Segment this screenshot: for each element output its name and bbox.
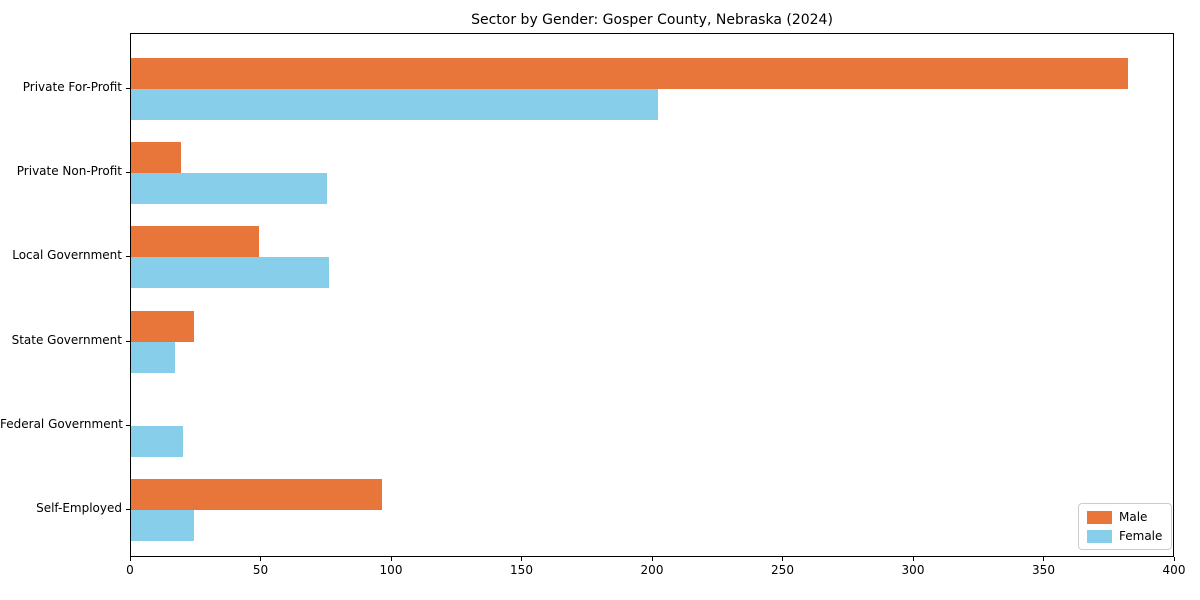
legend-item-male: Male	[1087, 510, 1163, 524]
y-tick-mark	[126, 340, 130, 342]
bar-female-private-for-profit	[131, 89, 659, 120]
x-tick-label: 50	[252, 563, 269, 577]
y-tick-mark	[126, 256, 130, 258]
y-tick-label: Private Non-Profit	[16, 164, 122, 179]
y-tick-label: Federal Government	[0, 416, 123, 431]
x-tick-label: 150	[510, 563, 533, 577]
bar-female-state-government	[131, 341, 176, 373]
legend-label-female: Female	[1119, 529, 1163, 543]
male-color-swatch	[1087, 510, 1112, 524]
chart-title: Sector by Gender: Gosper County, Nebrask…	[471, 12, 833, 28]
x-tick-mark	[260, 557, 261, 561]
x-tick-mark	[1043, 557, 1044, 561]
y-tick-mark	[126, 424, 130, 426]
bar-male-state-government	[131, 310, 194, 342]
bar-male-local-government	[131, 226, 259, 258]
x-tick-label: 100	[379, 563, 403, 577]
x-tick-label: 350	[1032, 563, 1055, 577]
x-tick-mark	[651, 557, 653, 561]
legend-label-male: Male	[1119, 510, 1148, 524]
y-tick-mark	[126, 172, 130, 174]
bar-male-private-for-profit	[131, 58, 1129, 89]
x-tick-label: 300	[901, 563, 925, 577]
y-tick-label: Private For-Profit	[22, 80, 122, 94]
y-tick-mark	[126, 88, 130, 89]
bar-male-self-employed	[131, 479, 382, 510]
bar-female-federal-government	[131, 425, 184, 457]
bar-male-private-non-profit	[131, 142, 181, 174]
x-tick-mark	[129, 557, 131, 561]
x-tick-label: 400	[1162, 563, 1186, 577]
y-tick-label: State Government	[11, 332, 122, 347]
y-tick-mark	[126, 509, 130, 510]
bar-female-self-employed	[131, 510, 194, 541]
x-tick-mark	[782, 557, 783, 561]
x-tick-mark	[390, 557, 392, 561]
y-tick-label: Local Government	[12, 248, 122, 263]
x-tick-mark	[521, 557, 522, 561]
plot-area	[130, 33, 1174, 557]
x-tick-label: 200	[640, 563, 664, 577]
bar-female-local-government	[131, 257, 330, 289]
x-tick-label: 0	[126, 563, 134, 577]
x-tick-mark	[912, 557, 914, 561]
bar-female-private-non-profit	[131, 173, 327, 205]
legend-item-female: Female	[1087, 529, 1163, 543]
female-color-swatch	[1087, 529, 1112, 543]
x-tick-mark	[1173, 557, 1175, 561]
y-tick-label: Self-Employed	[36, 501, 122, 515]
x-tick-label: 250	[771, 563, 794, 577]
legend: Male Female	[1078, 503, 1172, 550]
